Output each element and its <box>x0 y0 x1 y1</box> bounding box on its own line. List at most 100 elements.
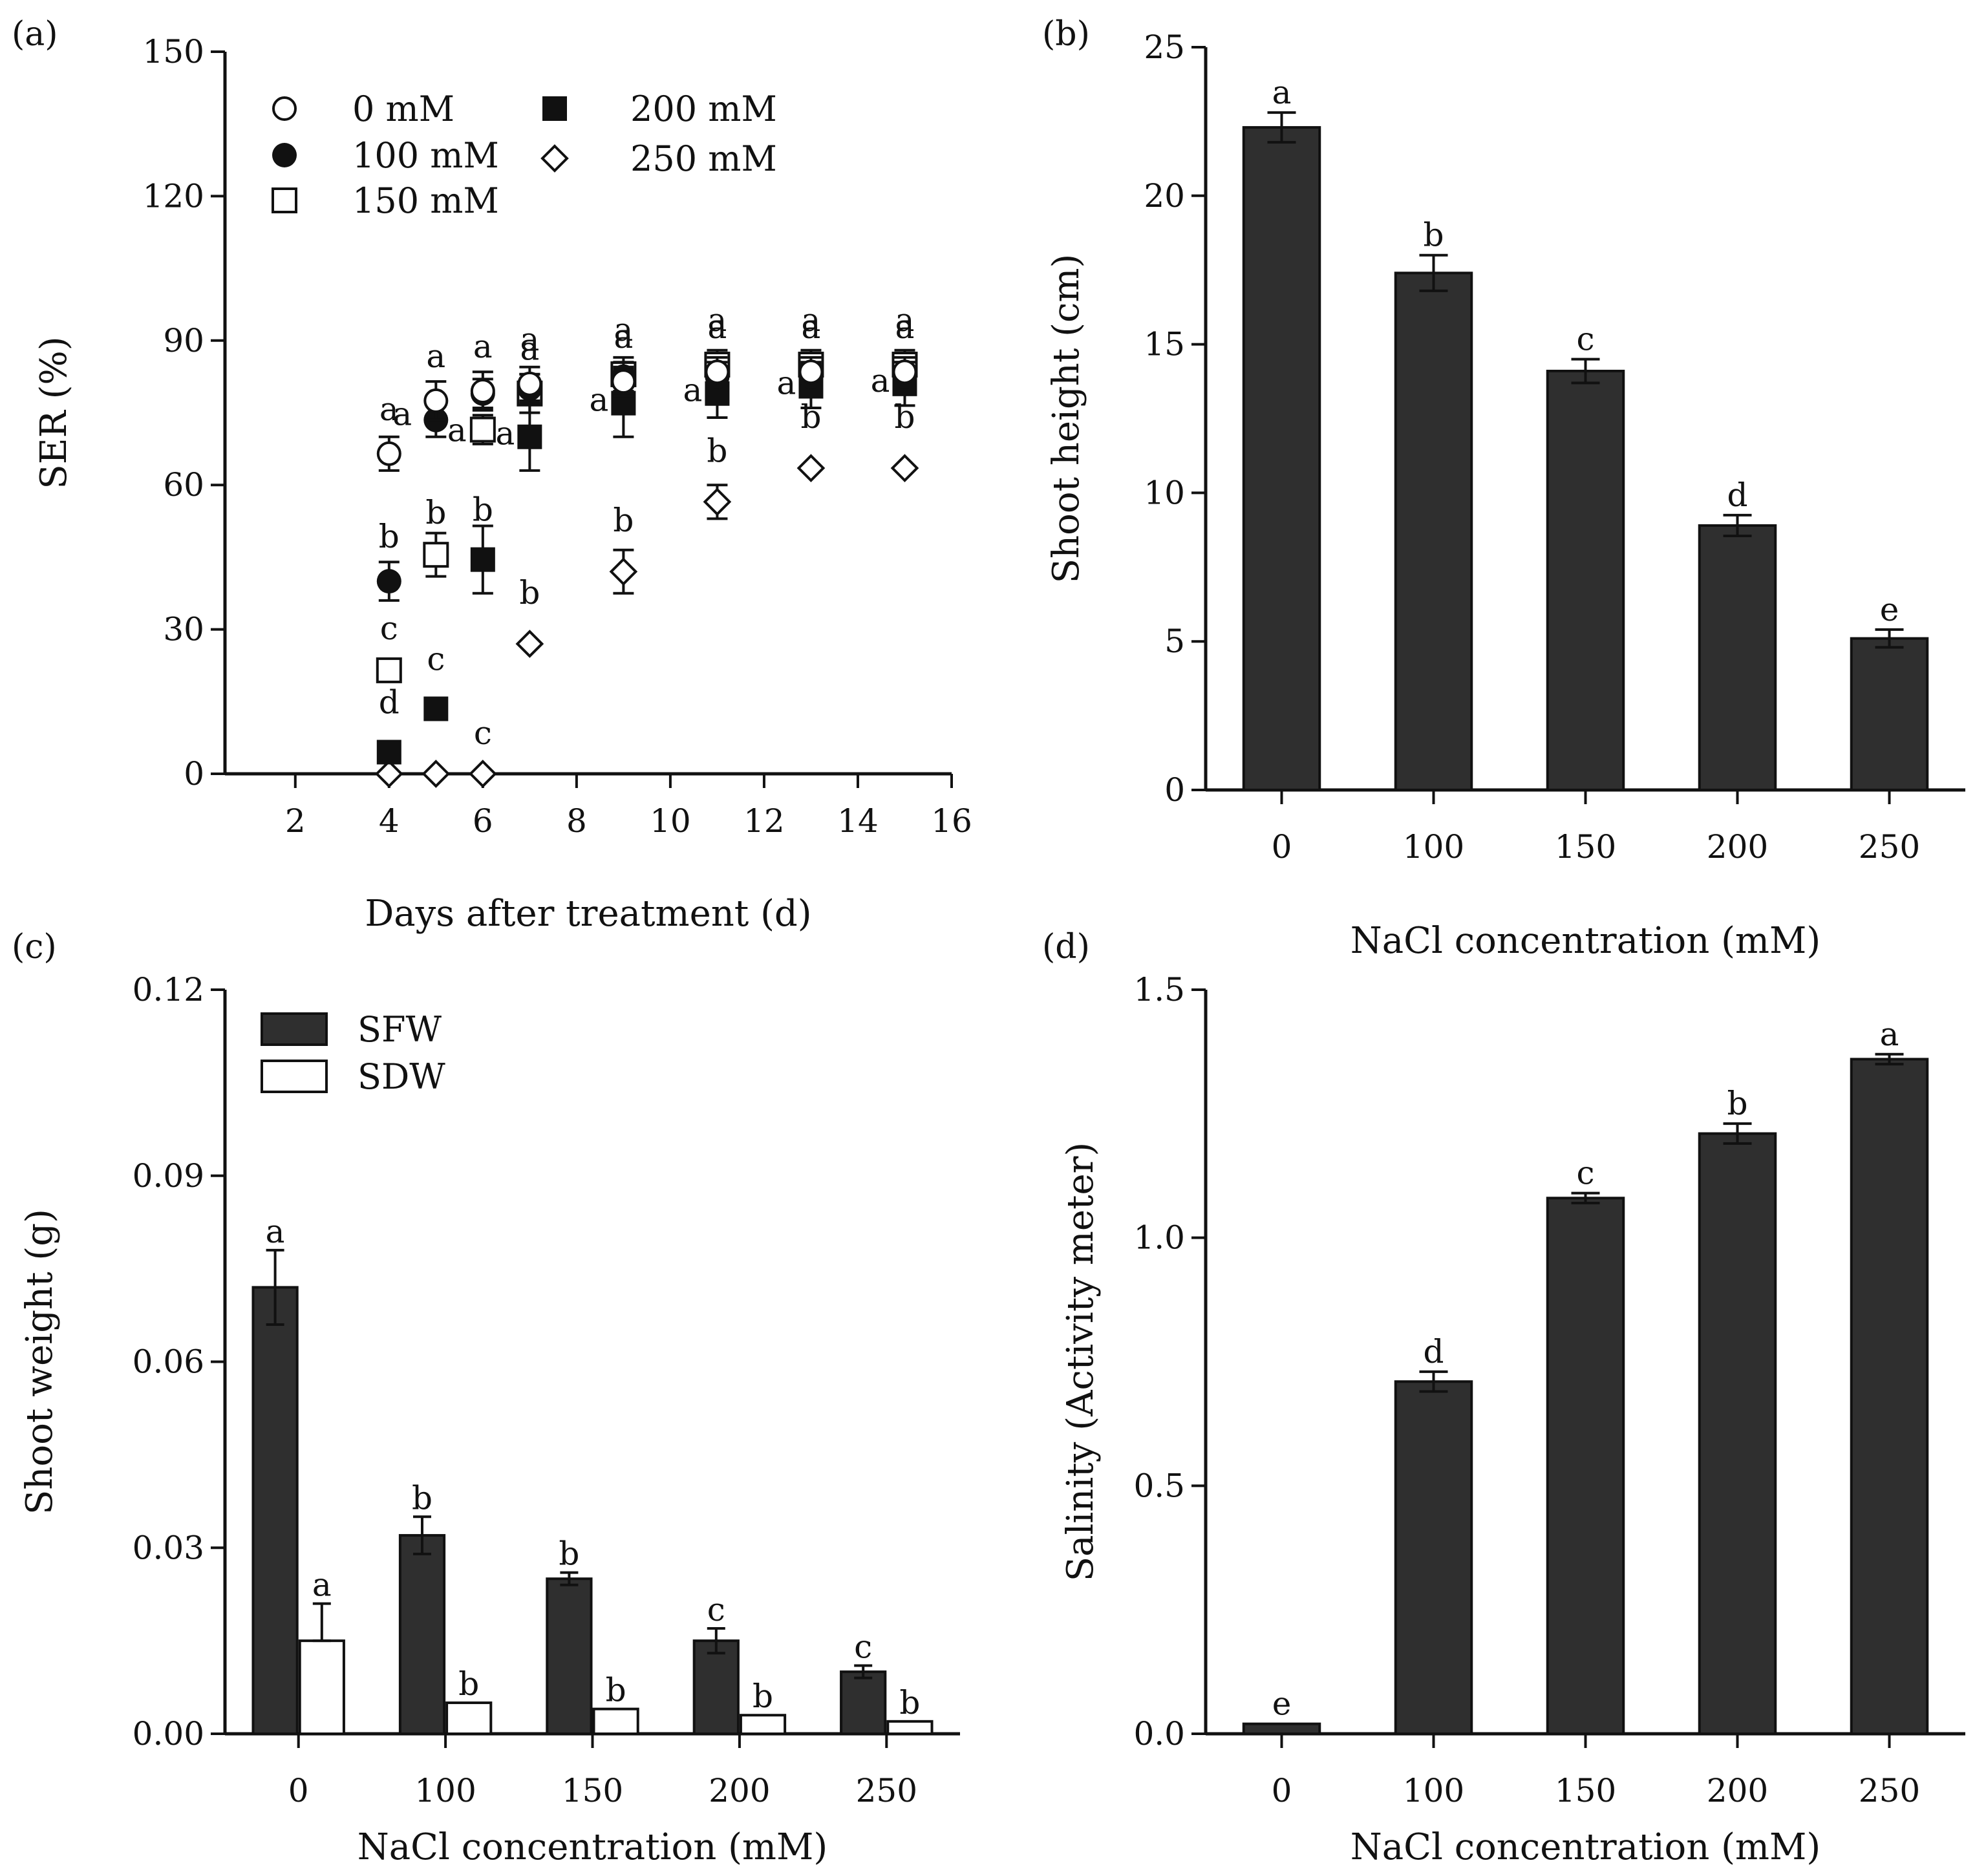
significance-letter: a <box>708 301 727 339</box>
significance-letter: a <box>495 415 515 453</box>
legend-item: 250 mM <box>540 138 777 179</box>
legend-item: 200 mM <box>542 89 777 129</box>
panel-label: (b) <box>1042 15 1090 54</box>
x-axis-title: Days after treatment (d) <box>365 893 811 935</box>
panel-d: (d) 0.0 0.5 1.0 1.5 0 100 150 200 250 NaCl concent… <box>1042 928 1965 1868</box>
panel-label: (d) <box>1042 928 1090 966</box>
y-tick-label: 1.5 <box>1133 971 1185 1008</box>
x-tick-label: 100 <box>1403 1772 1464 1809</box>
significance-letter: c <box>1576 321 1594 358</box>
legend-label: 250 mM <box>630 138 777 179</box>
y-tick-label: 15 <box>1144 326 1185 363</box>
error-bar <box>1723 1122 1752 1145</box>
legend-label: 200 mM <box>630 89 777 129</box>
significance-letter: a <box>589 381 608 419</box>
legend-label: SDW <box>358 1056 445 1097</box>
legend-marker <box>272 143 297 167</box>
x-tick-label: 200 <box>1707 1772 1768 1809</box>
y-tick-label: 0 <box>1164 771 1185 809</box>
bar <box>1546 1197 1625 1735</box>
data-point <box>376 657 402 683</box>
significance-letter: b <box>519 574 540 612</box>
x-tick-label: 200 <box>1707 828 1768 866</box>
significance-letter: c <box>474 714 492 752</box>
bar <box>840 1670 887 1735</box>
significance-letter: b <box>412 1479 432 1517</box>
x-tick-label: 12 <box>743 802 785 840</box>
legend-item: 150 mM <box>272 180 499 221</box>
x-tick-label: 6 <box>473 802 493 840</box>
y-tick-label: 25 <box>1144 28 1185 66</box>
legend-marker <box>272 96 297 121</box>
significance-letter: a <box>895 301 915 339</box>
data-point <box>423 542 449 568</box>
significance-letter: c <box>707 1591 725 1628</box>
x-tick-label: 250 <box>1859 1772 1920 1809</box>
legend-item: SDW <box>261 1056 445 1097</box>
legend-label: SFW <box>358 1009 442 1050</box>
x-tick-label: 200 <box>709 1772 770 1809</box>
data-point <box>422 760 451 788</box>
bars: a b c d e <box>1242 74 1929 791</box>
y-tick-label: 0.09 <box>133 1157 204 1195</box>
significance-letter: a <box>802 301 821 339</box>
significance-letter: c <box>427 640 445 677</box>
significance-letter: b <box>606 1672 626 1709</box>
y-tick-label: 90 <box>163 322 204 359</box>
bars: e d c b a <box>1242 1016 1929 1735</box>
bar <box>445 1701 493 1736</box>
series-SDW: a b b b b <box>298 1566 934 1736</box>
panel-label-a: (a) <box>12 15 58 54</box>
x-axis-title: NaCl concentration (mM) <box>1351 920 1820 962</box>
bar <box>251 1286 299 1735</box>
y-axis-title: Salinity (Activity meter) <box>1060 1142 1102 1582</box>
series-SFW: a b b c c <box>251 1213 887 1735</box>
y-tick-label: 0.03 <box>133 1529 204 1566</box>
bar <box>1698 1132 1777 1735</box>
data-point <box>376 569 401 594</box>
data-point <box>517 371 542 396</box>
legend-label: 150 mM <box>352 180 499 221</box>
bar <box>1242 1722 1321 1735</box>
legend-item: SFW <box>261 1009 442 1050</box>
significance-letter: a <box>614 311 633 348</box>
data-point <box>705 359 730 385</box>
bar <box>398 1534 446 1735</box>
legend-item: 100 mM <box>272 135 499 176</box>
y-tick-label: 1.0 <box>1133 1219 1185 1257</box>
panel-label: (c) <box>12 928 57 966</box>
significance-letter: d <box>1423 1333 1444 1370</box>
x-tick-label: 4 <box>379 802 400 840</box>
legend-label: 100 mM <box>352 135 499 176</box>
data-point <box>890 454 919 482</box>
y-tick-label: 0.00 <box>133 1715 204 1753</box>
x-axis-title: NaCl concentration (mM) <box>1351 1826 1820 1868</box>
y-tick-label: 120 <box>143 177 204 215</box>
significance-letter: b <box>425 494 446 531</box>
bar <box>1850 637 1929 791</box>
bar <box>546 1577 593 1735</box>
data-point <box>376 740 401 765</box>
significance-letter: b <box>1423 217 1444 254</box>
significance-letter: b <box>753 1678 773 1715</box>
x-tick-label: 150 <box>562 1772 623 1809</box>
significance-letter: a <box>392 396 412 433</box>
significance-letter: b <box>899 1684 920 1721</box>
significance-letter: b <box>473 491 493 529</box>
legend-c: SFW SDW <box>261 1009 445 1097</box>
significance-letter: a <box>520 321 539 358</box>
y-tick-label: 0 <box>184 755 204 793</box>
error-bar <box>312 1602 331 1643</box>
series-100-mM <box>376 361 917 602</box>
x-tick-label: 10 <box>650 802 691 840</box>
legend-marker <box>272 187 297 213</box>
y-tick-label: 20 <box>1144 177 1185 215</box>
y-tick-label: 60 <box>163 466 204 504</box>
error-bar <box>266 1248 284 1326</box>
significance-letter: a <box>1880 1016 1899 1053</box>
bar <box>1698 524 1777 791</box>
significance-letter: a <box>447 412 467 449</box>
significance-letter: a <box>802 308 821 346</box>
